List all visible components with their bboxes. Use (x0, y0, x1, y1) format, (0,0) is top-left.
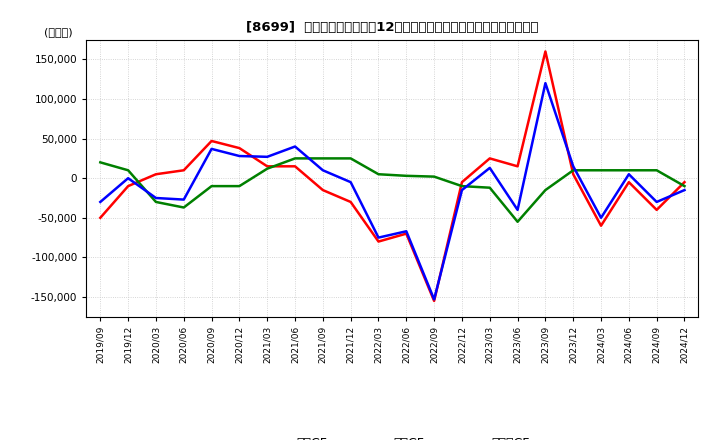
営業CF (458, 180, 467, 185)
営業CF (207, 138, 216, 143)
投資CF (430, 174, 438, 179)
フリーCF (318, 168, 327, 173)
フリーCF (430, 297, 438, 302)
営業CF (179, 168, 188, 173)
投資CF (485, 185, 494, 191)
投資CF (597, 168, 606, 173)
営業CF (124, 183, 132, 189)
投資CF (96, 160, 104, 165)
Line: 営業CF: 営業CF (100, 51, 685, 301)
営業CF (624, 180, 633, 185)
営業CF (96, 215, 104, 220)
投資CF (207, 183, 216, 189)
フリーCF (346, 180, 355, 185)
営業CF (485, 156, 494, 161)
Legend: 営業CF, 投資CF, フリーCF: 営業CF, 投資CF, フリーCF (251, 432, 534, 440)
営業CF (680, 180, 689, 185)
フリーCF (207, 146, 216, 151)
営業CF (513, 164, 522, 169)
フリーCF (652, 199, 661, 205)
フリーCF (513, 207, 522, 213)
投資CF (179, 205, 188, 210)
Text: (百万円): (百万円) (43, 27, 72, 37)
投資CF (152, 199, 161, 205)
フリーCF (458, 187, 467, 193)
フリーCF (541, 81, 550, 86)
投資CF (374, 172, 383, 177)
フリーCF (152, 195, 161, 201)
フリーCF (235, 154, 243, 159)
投資CF (263, 166, 271, 171)
営業CF (291, 164, 300, 169)
営業CF (235, 146, 243, 151)
営業CF (430, 298, 438, 304)
フリーCF (291, 144, 300, 149)
Line: フリーCF: フリーCF (100, 83, 685, 299)
フリーCF (597, 215, 606, 220)
投資CF (624, 168, 633, 173)
フリーCF (124, 176, 132, 181)
フリーCF (624, 172, 633, 177)
Line: 投資CF: 投資CF (100, 158, 685, 222)
営業CF (569, 172, 577, 177)
営業CF (374, 239, 383, 244)
フリーCF (263, 154, 271, 159)
投資CF (318, 156, 327, 161)
フリーCF (374, 235, 383, 240)
営業CF (402, 231, 410, 236)
投資CF (402, 173, 410, 179)
投資CF (235, 183, 243, 189)
営業CF (318, 187, 327, 193)
営業CF (152, 172, 161, 177)
フリーCF (680, 187, 689, 193)
投資CF (291, 156, 300, 161)
フリーCF (179, 197, 188, 202)
Title: [8699]  キャッシュフローの12か月移動合計の対前年同期増減額の推移: [8699] キャッシュフローの12か月移動合計の対前年同期増減額の推移 (246, 21, 539, 34)
投資CF (346, 156, 355, 161)
フリーCF (569, 164, 577, 169)
営業CF (597, 223, 606, 228)
営業CF (652, 207, 661, 213)
投資CF (569, 168, 577, 173)
投資CF (513, 219, 522, 224)
投資CF (680, 183, 689, 189)
投資CF (541, 187, 550, 193)
フリーCF (402, 229, 410, 234)
営業CF (541, 49, 550, 54)
投資CF (458, 183, 467, 189)
投資CF (124, 168, 132, 173)
フリーCF (485, 165, 494, 171)
営業CF (263, 164, 271, 169)
営業CF (346, 199, 355, 205)
フリーCF (96, 199, 104, 205)
投資CF (652, 168, 661, 173)
